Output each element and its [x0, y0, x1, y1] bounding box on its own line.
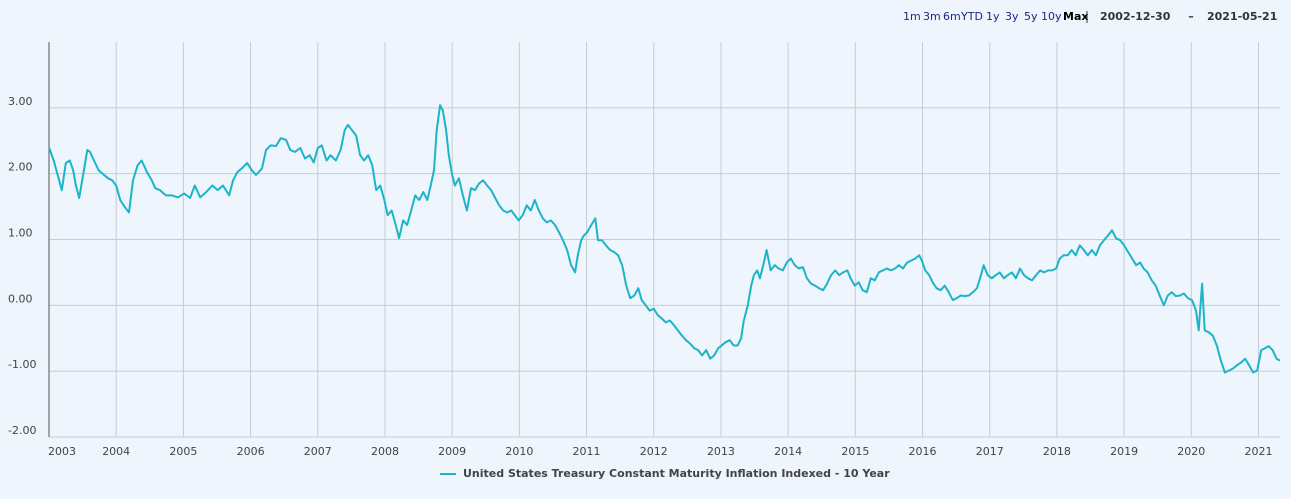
range-selector: 1m 3m 6m YTD 1y 3y 5y 10y Max	[903, 10, 1088, 23]
y-tick-label: 2.00	[8, 161, 33, 174]
x-tick-label: 2019	[1110, 445, 1138, 458]
x-tick-label: 2014	[774, 445, 802, 458]
range-button[interactable]: 1m	[903, 10, 921, 23]
range-button[interactable]: YTD	[960, 10, 983, 23]
range-button[interactable]: 6m	[943, 10, 961, 23]
x-tick-label: 2004	[102, 445, 130, 458]
range-button[interactable]: 1y	[986, 10, 1000, 23]
date-from[interactable]: 2002-12-30	[1100, 10, 1171, 23]
date-separator: –	[1188, 10, 1194, 23]
x-tick-label: 2021	[1244, 445, 1272, 458]
x-tick-label: 2009	[438, 445, 466, 458]
x-tick-label: 2012	[640, 445, 668, 458]
x-tick-label: 2013	[707, 445, 735, 458]
y-tick-label: 0.00	[8, 292, 33, 305]
y-tick-label: -1.00	[8, 358, 36, 371]
y-tick-label: 3.00	[8, 95, 33, 108]
y-tick-label: 1.00	[8, 227, 33, 240]
x-tick-label: 2018	[1043, 445, 1071, 458]
legend-label[interactable]: United States Treasury Constant Maturity…	[463, 467, 890, 480]
plot-area: -2.00 -1.00 0.00 1.00 2.00 3.00 2003 2004 2005 20…	[8, 42, 1281, 480]
range-button[interactable]: Max	[1063, 10, 1088, 23]
x-tick-label: 2005	[169, 445, 197, 458]
x-tick-label: 2010	[505, 445, 533, 458]
range-button[interactable]: 5y	[1024, 10, 1038, 23]
x-tick-label: 2015	[841, 445, 869, 458]
x-tick-label: 2011	[573, 445, 601, 458]
x-tick-label: 2006	[237, 445, 265, 458]
y-tick-label: -2.00	[8, 424, 36, 437]
range-button[interactable]: 3y	[1005, 10, 1019, 23]
x-tick-label: 2016	[909, 445, 937, 458]
x-tick-label: 2017	[976, 445, 1004, 458]
date-to[interactable]: 2021-05-21	[1207, 10, 1277, 23]
series-line	[48, 104, 1281, 374]
x-tick-label: 2003	[48, 445, 76, 458]
range-button[interactable]: 10y	[1041, 10, 1062, 23]
range-button[interactable]: 3m	[923, 10, 941, 23]
x-tick-label: 2007	[304, 445, 332, 458]
x-tick-label: 2008	[371, 445, 399, 458]
x-tick-label: 2020	[1177, 445, 1205, 458]
